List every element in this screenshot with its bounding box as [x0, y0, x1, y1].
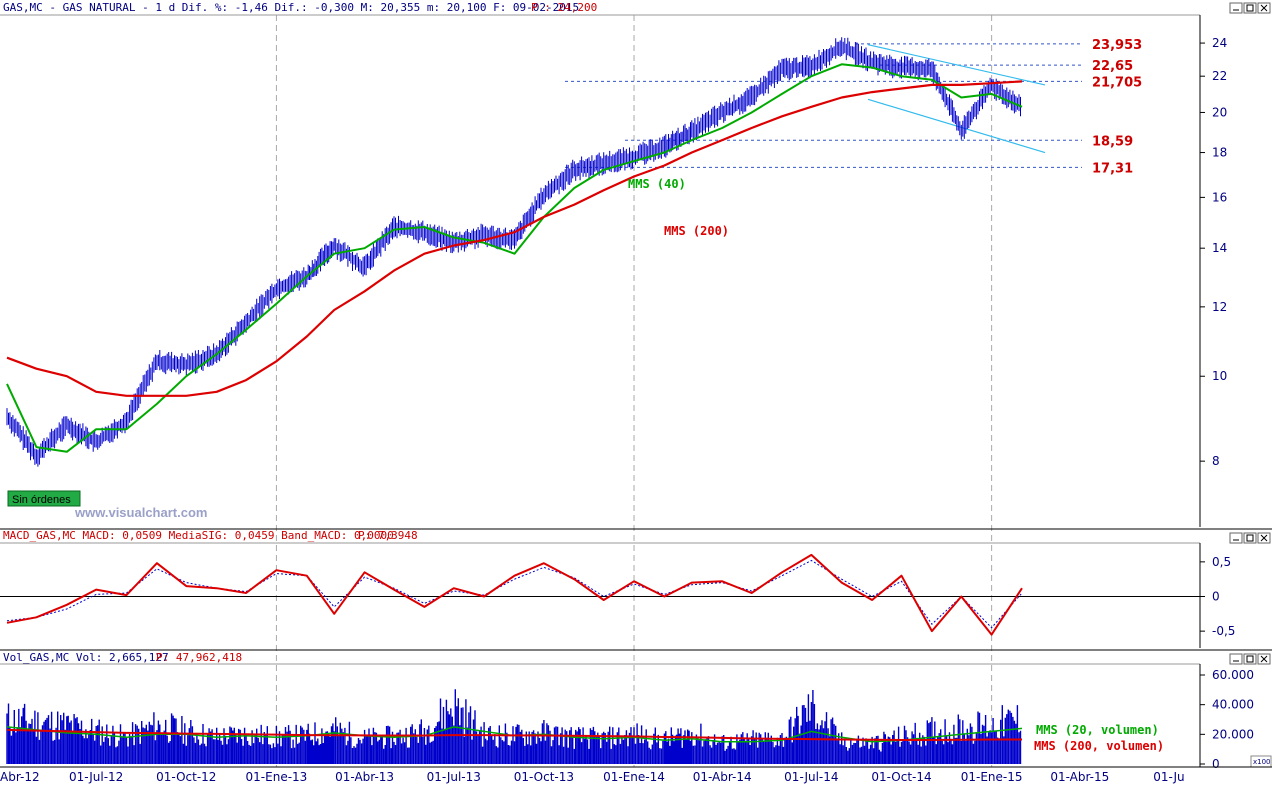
price-header-p: P : 24,200	[531, 1, 597, 14]
close-icon	[1260, 4, 1268, 12]
mms200-line	[6, 80, 1023, 397]
close-icon	[1260, 655, 1268, 663]
macd-panel: MACD_GAS,MC MACD: 0,0509 MediaSIG: 0,045…	[0, 528, 1272, 648]
price-y-axis: 8 10 12 14 16 18 20 22 24	[1200, 36, 1227, 468]
minimize-button	[1229, 2, 1243, 14]
mms200-label: MMS (200)	[664, 224, 729, 238]
macd-series	[0, 553, 1200, 636]
date-tick-label: 01-Oct-12	[156, 770, 216, 784]
price-y-tick-label: 10	[1212, 369, 1227, 383]
volume-header-p: P: 47,962,418	[156, 651, 242, 664]
volume-y-tick-label: 20.000	[1212, 727, 1254, 741]
level-label: 22,65	[1092, 59, 1133, 74]
price-y-tick-label: 14	[1212, 241, 1227, 255]
macd-header: MACD_GAS,MC MACD: 0,0509 MediaSIG: 0,045…	[3, 529, 394, 542]
price-y-tick-label: 18	[1212, 146, 1227, 160]
minimize-button	[1229, 532, 1243, 544]
macd-y-tick-label: 0	[1212, 590, 1220, 604]
price-y-tick-label: 8	[1212, 454, 1220, 468]
volume-y-axis: 0 20.000 40.000 60.000	[1200, 668, 1254, 771]
price-y-tick-label: 12	[1212, 300, 1227, 314]
minimize-button	[1229, 653, 1243, 665]
maximize-button	[1243, 2, 1257, 14]
date-tick-label: 01-Abr-14	[693, 770, 752, 784]
price-panel: GAS,MC - GAS NATURAL - 1 d Dif. %: -1,46…	[0, 1, 1227, 527]
maximize-icon	[1246, 534, 1254, 542]
date-tick-label: 01-Ju	[1153, 770, 1184, 784]
price-y-tick-label: 24	[1212, 36, 1227, 50]
x100-text: x100	[1253, 758, 1271, 766]
date-axis: Abr-12 01-Jul-12 01-Oct-12 01-Ene-13 01-Abr-…	[0, 766, 1272, 784]
no-orders-badge: Sin órdenes	[7, 490, 81, 507]
vol200-label: MMS (200, volumen)	[1034, 739, 1164, 753]
volume-mms200-line	[6, 728, 1022, 741]
price-header: GAS,MC - GAS NATURAL - 1 d Dif. %: -1,46…	[3, 1, 579, 14]
volume-header: Vol_GAS,MC Vol: 2,665,127	[3, 651, 169, 664]
price-y-tick-label: 20	[1212, 105, 1227, 119]
date-tick-label: 01-Abr-13	[335, 770, 394, 784]
volume-panel: Vol_GAS,MC Vol: 2,665,127 P: 47,962,418 …	[0, 649, 1272, 771]
volume-y-tick-label: 0	[1212, 757, 1220, 771]
date-tick-label: 01-Oct-14	[871, 770, 931, 784]
level-label: 21,705	[1092, 75, 1142, 90]
mms40-line	[6, 63, 1023, 453]
price-series	[6, 37, 1023, 467]
date-tick-label: Abr-12	[0, 770, 40, 784]
macd-header-p: P: 7,3948	[358, 529, 418, 542]
close-icon	[1260, 534, 1268, 542]
macd-y-tick-label: -0,5	[1212, 624, 1235, 638]
price-y-tick-label: 22	[1212, 69, 1227, 83]
macd-line	[6, 553, 1023, 636]
date-tick-label: 01-Jul-13	[427, 770, 481, 784]
panel-window-buttons	[1229, 2, 1271, 665]
date-tick-label: 01-Oct-13	[514, 770, 574, 784]
maximize-button	[1243, 653, 1257, 665]
maximize-button	[1243, 532, 1257, 544]
x100-badge: x100	[1250, 755, 1272, 768]
mms40-label: MMS (40)	[628, 177, 686, 191]
date-tick-label: 01-Abr-15	[1050, 770, 1109, 784]
channel-upper	[867, 44, 1046, 86]
volume-series	[6, 689, 1023, 764]
volume-y-tick-label: 40.000	[1212, 698, 1254, 712]
vol20-label: MMS (20, volumen)	[1036, 723, 1159, 737]
date-tick-label: 01-Ene-14	[603, 770, 665, 784]
date-tick-label: 01-Jul-12	[69, 770, 123, 784]
level-label: 17,31	[1092, 161, 1133, 176]
maximize-icon	[1246, 4, 1254, 12]
level-label: 18,59	[1092, 134, 1133, 149]
date-tick-label: 01-Ene-15	[961, 770, 1023, 784]
watermark: www.visualchart.com	[74, 505, 207, 520]
price-y-tick-label: 16	[1212, 190, 1227, 204]
macd-y-axis: 0,5 0 -0,5	[1200, 555, 1235, 638]
no-orders-text: Sin órdenes	[12, 494, 71, 506]
level-label: 23,953	[1092, 38, 1142, 53]
maximize-icon	[1246, 655, 1254, 663]
macd-y-tick-label: 0,5	[1212, 555, 1231, 569]
volume-y-tick-label: 60.000	[1212, 668, 1254, 682]
date-tick-label: 01-Jul-14	[784, 770, 838, 784]
date-tick-label: 01-Ene-13	[246, 770, 308, 784]
